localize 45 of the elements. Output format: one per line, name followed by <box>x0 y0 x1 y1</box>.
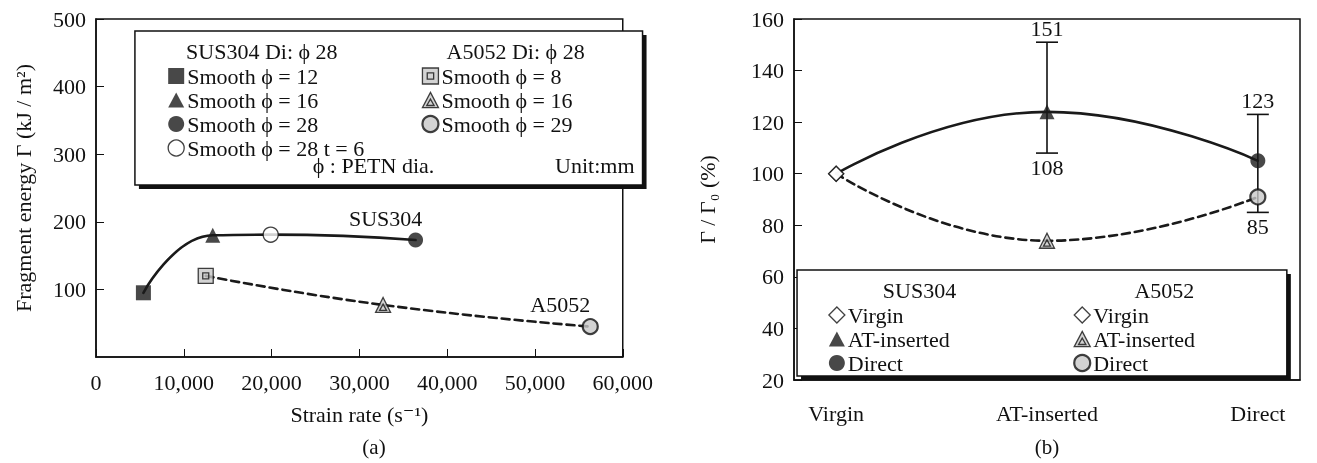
y-tick-label: 140 <box>751 58 784 84</box>
annotation: A5052 Di: ϕ 28 <box>446 38 585 64</box>
y-axis-title: Γ / Γ₀ (%) <box>694 155 720 244</box>
legend-label: Virgin <box>847 302 904 328</box>
x-tick-label: 10,000 <box>153 369 215 395</box>
legend-label: Virgin <box>1093 302 1149 328</box>
legend-label: Direct <box>1093 350 1149 376</box>
annotation: 85 <box>1246 213 1269 239</box>
text: (b) <box>1034 435 1060 459</box>
y-tick-label: 120 <box>751 109 784 135</box>
annotation: SUS304 <box>882 277 957 303</box>
annotation: 151 <box>1030 15 1064 41</box>
annotation: A5052 <box>1134 277 1195 303</box>
text: (a) <box>362 435 386 459</box>
y-tick-label: 300 <box>53 141 86 167</box>
y-tick-label: 400 <box>53 74 86 100</box>
x-tick-label: AT-inserted <box>996 400 1098 426</box>
legend-label: Direct <box>847 350 903 376</box>
y-tick-label: 200 <box>53 209 86 235</box>
x-axis-title: Strain rate (s⁻¹) <box>290 401 429 427</box>
x-tick-label: Direct <box>1230 400 1286 426</box>
x-tick-label: 50,000 <box>504 369 566 395</box>
y-tick-label: 20 <box>762 367 784 393</box>
x-tick-label: 30,000 <box>329 369 390 395</box>
y-tick-label: 160 <box>751 6 784 32</box>
y-tick-label: 500 <box>53 6 86 32</box>
annotation: 123 <box>1241 87 1275 113</box>
y-tick-label: 80 <box>762 212 784 238</box>
legend-label: Smooth ϕ = 12 <box>187 63 319 89</box>
series-label: A5052 <box>530 292 591 318</box>
annotation: SUS304 Di: ϕ 28 <box>186 38 338 64</box>
annotation: Unit:mm <box>555 152 635 178</box>
x-tick-label: 0 <box>90 369 102 395</box>
x-tick-label: 20,000 <box>241 369 302 395</box>
x-tick-label: Virgin <box>808 400 865 426</box>
annotation: 108 <box>1030 154 1064 180</box>
y-axis-title: Fragment energy Γ (kJ / m²) <box>10 63 36 313</box>
y-tick-label: 40 <box>762 315 784 341</box>
y-tick-label: 100 <box>751 161 784 187</box>
y-tick-label: 60 <box>762 264 784 290</box>
x-tick-label: 60,000 <box>592 369 653 395</box>
legend-label: Smooth ϕ = 8 <box>441 63 562 89</box>
y-tick-label: 100 <box>53 276 86 302</box>
series-label: SUS304 <box>348 205 423 231</box>
x-tick-label: 40,000 <box>416 369 478 395</box>
